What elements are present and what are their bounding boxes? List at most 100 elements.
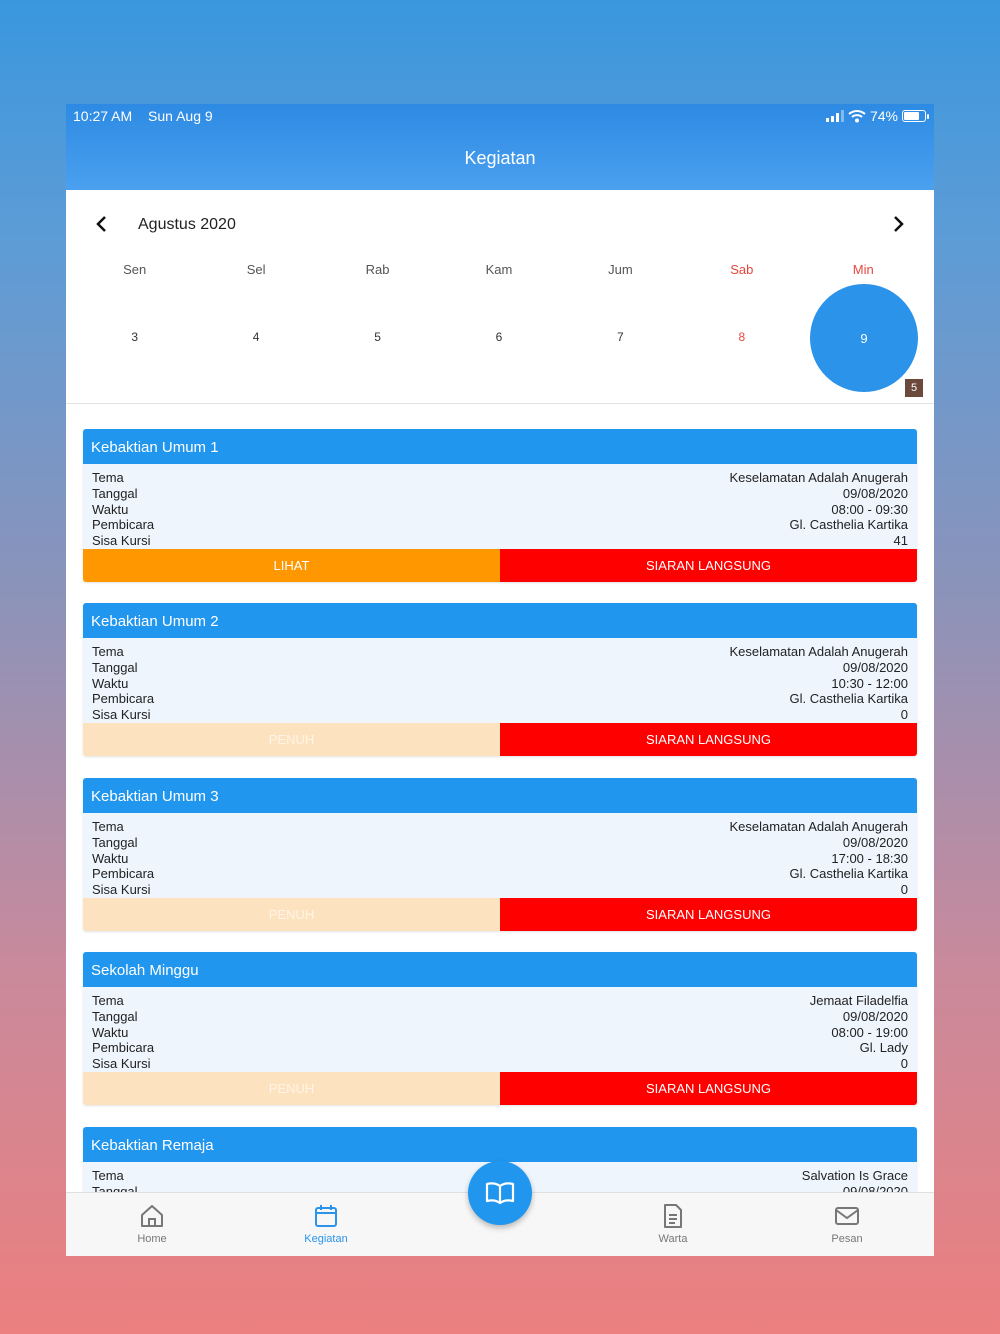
label-date: Tanggal	[92, 1008, 138, 1024]
status-bar: 10:27 AM Sun Aug 9 74%	[73, 108, 929, 128]
event-title: Kebaktian Umum 2	[83, 603, 917, 638]
week-calendar: Agustus 2020 Sen Sel Rab Kam Jum Sab Min…	[66, 190, 934, 404]
event-title: Kebaktian Remaja	[83, 1127, 917, 1162]
value-seats: 0	[900, 1056, 908, 1072]
weekday-label: Min	[852, 262, 874, 277]
nav-messages-label: Pesan	[831, 1233, 863, 1245]
value-date: 09/08/2020	[842, 485, 908, 501]
nav-news[interactable]: Warta	[633, 1203, 713, 1245]
app-screen: 10:27 AM Sun Aug 9 74% Kegiatan Agustus …	[66, 104, 934, 1256]
view-button[interactable]: LIHAT	[83, 549, 500, 582]
value-speaker: Gl. Lady	[859, 1040, 908, 1056]
value-seats: 0	[900, 707, 908, 723]
book-icon	[485, 1182, 515, 1205]
event-title: Kebaktian Umum 3	[83, 778, 917, 813]
nav-home[interactable]: Home	[112, 1203, 192, 1245]
value-time: 10:30 - 12:00	[831, 675, 908, 691]
event-details: Tema Keselamatan Adalah Anugerah Tanggal 0…	[83, 638, 917, 723]
live-stream-button[interactable]: SIARAN LANGSUNG	[500, 549, 917, 582]
value-date: 09/08/2020	[842, 659, 908, 675]
event-actions: LIHAT SIARAN LANGSUNG	[83, 549, 917, 582]
event-details: Tema Keselamatan Adalah Anugerah Tanggal 0…	[83, 464, 917, 549]
full-button: PENUH	[83, 898, 500, 931]
nav-activities-label: Kegiatan	[304, 1233, 348, 1245]
event-actions: PENUH SIARAN LANGSUNG	[83, 898, 917, 931]
status-date: Sun Aug 9	[148, 108, 213, 124]
home-icon	[141, 1205, 163, 1227]
battery-percent: 74%	[869, 108, 898, 124]
weekday-label: Sen	[123, 262, 147, 277]
document-icon	[664, 1204, 682, 1228]
day-row: 3 4 5 6 7 8	[74, 330, 924, 344]
value-date: 09/08/2020	[842, 1008, 908, 1024]
label-time: Waktu	[92, 850, 129, 866]
weekday-header: Sen Sel Rab Kam Jum Sab Min	[74, 262, 924, 277]
event-card: Kebaktian Umum 1 Tema Keselamatan Adalah …	[83, 429, 917, 582]
event-actions: PENUH SIARAN LANGSUNG	[83, 723, 917, 756]
value-theme: Jemaat Filadelfia	[809, 993, 908, 1008]
label-date: Tanggal	[92, 485, 138, 501]
value-time: 08:00 - 19:00	[831, 1024, 908, 1040]
nav-home-label: Home	[137, 1233, 167, 1245]
calendar-day[interactable]: 4	[252, 330, 260, 344]
live-stream-button[interactable]: SIARAN LANGSUNG	[500, 723, 917, 756]
signal-icon	[825, 110, 844, 122]
value-seats: 41	[893, 533, 908, 549]
value-speaker: Gl. Casthelia Kartika	[789, 517, 909, 533]
page-title: Kegiatan	[464, 148, 536, 168]
label-time: Waktu	[92, 1024, 129, 1040]
chevron-left-icon[interactable]	[92, 212, 112, 236]
label-theme: Tema	[92, 644, 124, 659]
weekday-label: Jum	[608, 262, 633, 277]
event-card: Kebaktian Umum 3 Tema Keselamatan Adalah …	[83, 778, 917, 931]
event-title: Sekolah Minggu	[83, 952, 917, 987]
event-card: Kebaktian Umum 2 Tema Keselamatan Adalah …	[83, 603, 917, 756]
event-actions: PENUH SIARAN LANGSUNG	[83, 1072, 917, 1105]
label-speaker: Pembicara	[92, 866, 155, 882]
nav-messages[interactable]: Pesan	[807, 1203, 887, 1245]
label-theme: Tema	[92, 1168, 124, 1183]
value-time: 08:00 - 09:30	[831, 501, 908, 517]
label-seats: Sisa Kursi	[92, 707, 151, 723]
calendar-icon	[315, 1205, 337, 1227]
event-title: Kebaktian Umum 1	[83, 429, 917, 464]
calendar-month-label: Agustus 2020	[138, 216, 236, 233]
value-theme: Salvation Is Grace	[801, 1168, 908, 1183]
value-date: 09/08/2020	[842, 1183, 908, 1192]
value-time: 17:00 - 18:30	[831, 850, 908, 866]
label-date: Tanggal	[92, 1183, 138, 1192]
calendar-day[interactable]: 6	[495, 330, 503, 344]
label-theme: Tema	[92, 470, 124, 485]
battery-icon	[902, 110, 929, 122]
event-card: Sekolah Minggu Tema Jemaat Filadelfia Tan…	[83, 952, 917, 1105]
label-seats: Sisa Kursi	[92, 882, 151, 898]
calendar-day[interactable]: 3	[131, 330, 139, 344]
value-speaker: Gl. Casthelia Kartika	[789, 691, 909, 707]
label-seats: Sisa Kursi	[92, 533, 151, 549]
event-details: Tema Keselamatan Adalah Anugerah Tanggal 0…	[83, 813, 917, 898]
calendar-day[interactable]: 5	[374, 330, 381, 344]
label-date: Tanggal	[92, 659, 138, 675]
bible-fab-button[interactable]	[468, 1161, 532, 1225]
label-speaker: Pembicara	[92, 517, 155, 533]
event-card: Kebaktian Remaja Tema Salvation Is Grace …	[83, 1127, 917, 1192]
label-speaker: Pembicara	[92, 1040, 155, 1056]
value-theme: Keselamatan Adalah Anugerah	[729, 470, 908, 485]
nav-activities[interactable]: Kegiatan	[286, 1203, 366, 1245]
weekday-label: Kam	[485, 262, 513, 277]
value-theme: Keselamatan Adalah Anugerah	[729, 644, 908, 659]
label-time: Waktu	[92, 501, 129, 517]
calendar-day[interactable]: 8	[738, 330, 746, 344]
live-stream-button[interactable]: SIARAN LANGSUNG	[500, 1072, 917, 1105]
live-stream-button[interactable]: SIARAN LANGSUNG	[500, 898, 917, 931]
full-button: PENUH	[83, 723, 500, 756]
calendar-day[interactable]: 7	[617, 330, 624, 344]
selected-day[interactable]: 9	[810, 284, 918, 392]
label-speaker: Pembicara	[92, 691, 155, 707]
value-seats: 0	[900, 882, 908, 898]
chevron-right-icon[interactable]	[888, 212, 908, 236]
event-details: Tema Jemaat Filadelfia Tanggal 09/08/2020 …	[83, 987, 917, 1072]
weekday-label: Sel	[246, 262, 266, 277]
status-time: 10:27 AM	[73, 108, 133, 124]
event-list: Kebaktian Umum 1 Tema Keselamatan Adalah …	[66, 405, 934, 1192]
